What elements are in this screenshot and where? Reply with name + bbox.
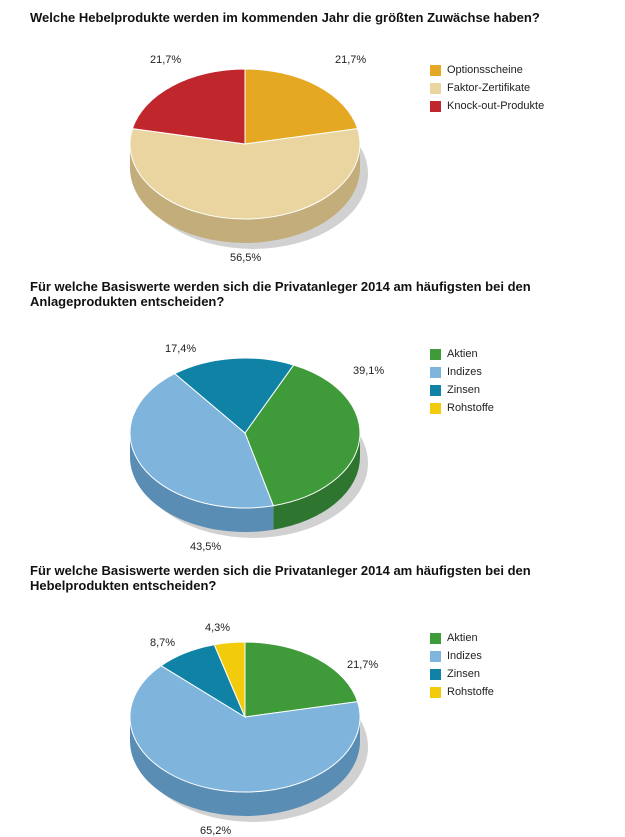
legend-item: Knock-out-Produkte — [430, 100, 544, 112]
legend-text: Knock-out-Produkte — [447, 100, 544, 112]
legend-item: Aktien — [430, 632, 494, 644]
legend-swatch — [430, 669, 441, 680]
pie-chart — [0, 597, 625, 837]
legend-text: Aktien — [447, 632, 478, 644]
chart-title: Für welche Basiswerte werden sich die Pr… — [0, 269, 625, 313]
legend-swatch — [430, 651, 441, 662]
legend-item: Faktor-Zertifikate — [430, 82, 544, 94]
pct-label: 21,7% — [335, 54, 366, 66]
legend-text: Rohstoffe — [447, 402, 494, 414]
chart-block-2: Für welche Basiswerte werden sich die Pr… — [0, 553, 625, 837]
legend-swatch — [430, 101, 441, 112]
legend-text: Indizes — [447, 650, 482, 662]
chart-title: Welche Hebelprodukte werden im kommenden… — [0, 0, 625, 29]
legend-text: Aktien — [447, 348, 478, 360]
legend-swatch — [430, 83, 441, 94]
chart-area: 21,7% 65,2% 8,7% 4,3% Aktien Indizes Zinsen Roh… — [0, 597, 625, 837]
legend-swatch — [430, 349, 441, 360]
legend-swatch — [430, 403, 441, 414]
page-root: Welche Hebelprodukte werden im kommenden… — [0, 0, 625, 837]
legend-swatch — [430, 633, 441, 644]
pct-label: 8,7% — [150, 637, 175, 649]
legend-text: Faktor-Zertifikate — [447, 82, 530, 94]
pct-label: 4,3% — [205, 622, 230, 634]
legend-item: Optionsscheine — [430, 64, 544, 76]
pct-label: 21,7% — [347, 659, 378, 671]
legend-swatch — [430, 385, 441, 396]
chart-title: Für welche Basiswerte werden sich die Pr… — [0, 553, 625, 597]
legend-text: Zinsen — [447, 668, 480, 680]
legend: Aktien Indizes Zinsen Rohstoffe — [430, 348, 494, 420]
pct-label: 43,5% — [190, 541, 221, 553]
chart-block-1: Für welche Basiswerte werden sich die Pr… — [0, 269, 625, 553]
legend-item: Rohstoffe — [430, 686, 494, 698]
legend: Aktien Indizes Zinsen Rohstoffe — [430, 632, 494, 704]
pct-label: 65,2% — [200, 825, 231, 837]
pct-label: 56,5% — [230, 252, 261, 264]
legend-item: Indizes — [430, 366, 494, 378]
legend-swatch — [430, 687, 441, 698]
legend-item: Indizes — [430, 650, 494, 662]
legend-item: Zinsen — [430, 668, 494, 680]
chart-block-0: Welche Hebelprodukte werden im kommenden… — [0, 0, 625, 269]
legend: Optionsscheine Faktor-Zertifikate Knock-ou… — [430, 64, 544, 118]
pie-chart — [0, 313, 625, 553]
pct-label: 39,1% — [353, 365, 384, 377]
legend-item: Aktien — [430, 348, 494, 360]
legend-text: Optionsscheine — [447, 64, 523, 76]
legend-text: Rohstoffe — [447, 686, 494, 698]
pct-label: 21,7% — [150, 54, 181, 66]
legend-item: Zinsen — [430, 384, 494, 396]
legend-item: Rohstoffe — [430, 402, 494, 414]
chart-area: 39,1% 43,5% 17,4% Aktien Indizes Zinsen Rohsto… — [0, 313, 625, 553]
chart-area: 21,7% 56,5% 21,7% Optionsscheine Faktor-Zert… — [0, 29, 625, 269]
legend-text: Indizes — [447, 366, 482, 378]
legend-swatch — [430, 367, 441, 378]
legend-text: Zinsen — [447, 384, 480, 396]
legend-swatch — [430, 65, 441, 76]
pct-label: 17,4% — [165, 343, 196, 355]
